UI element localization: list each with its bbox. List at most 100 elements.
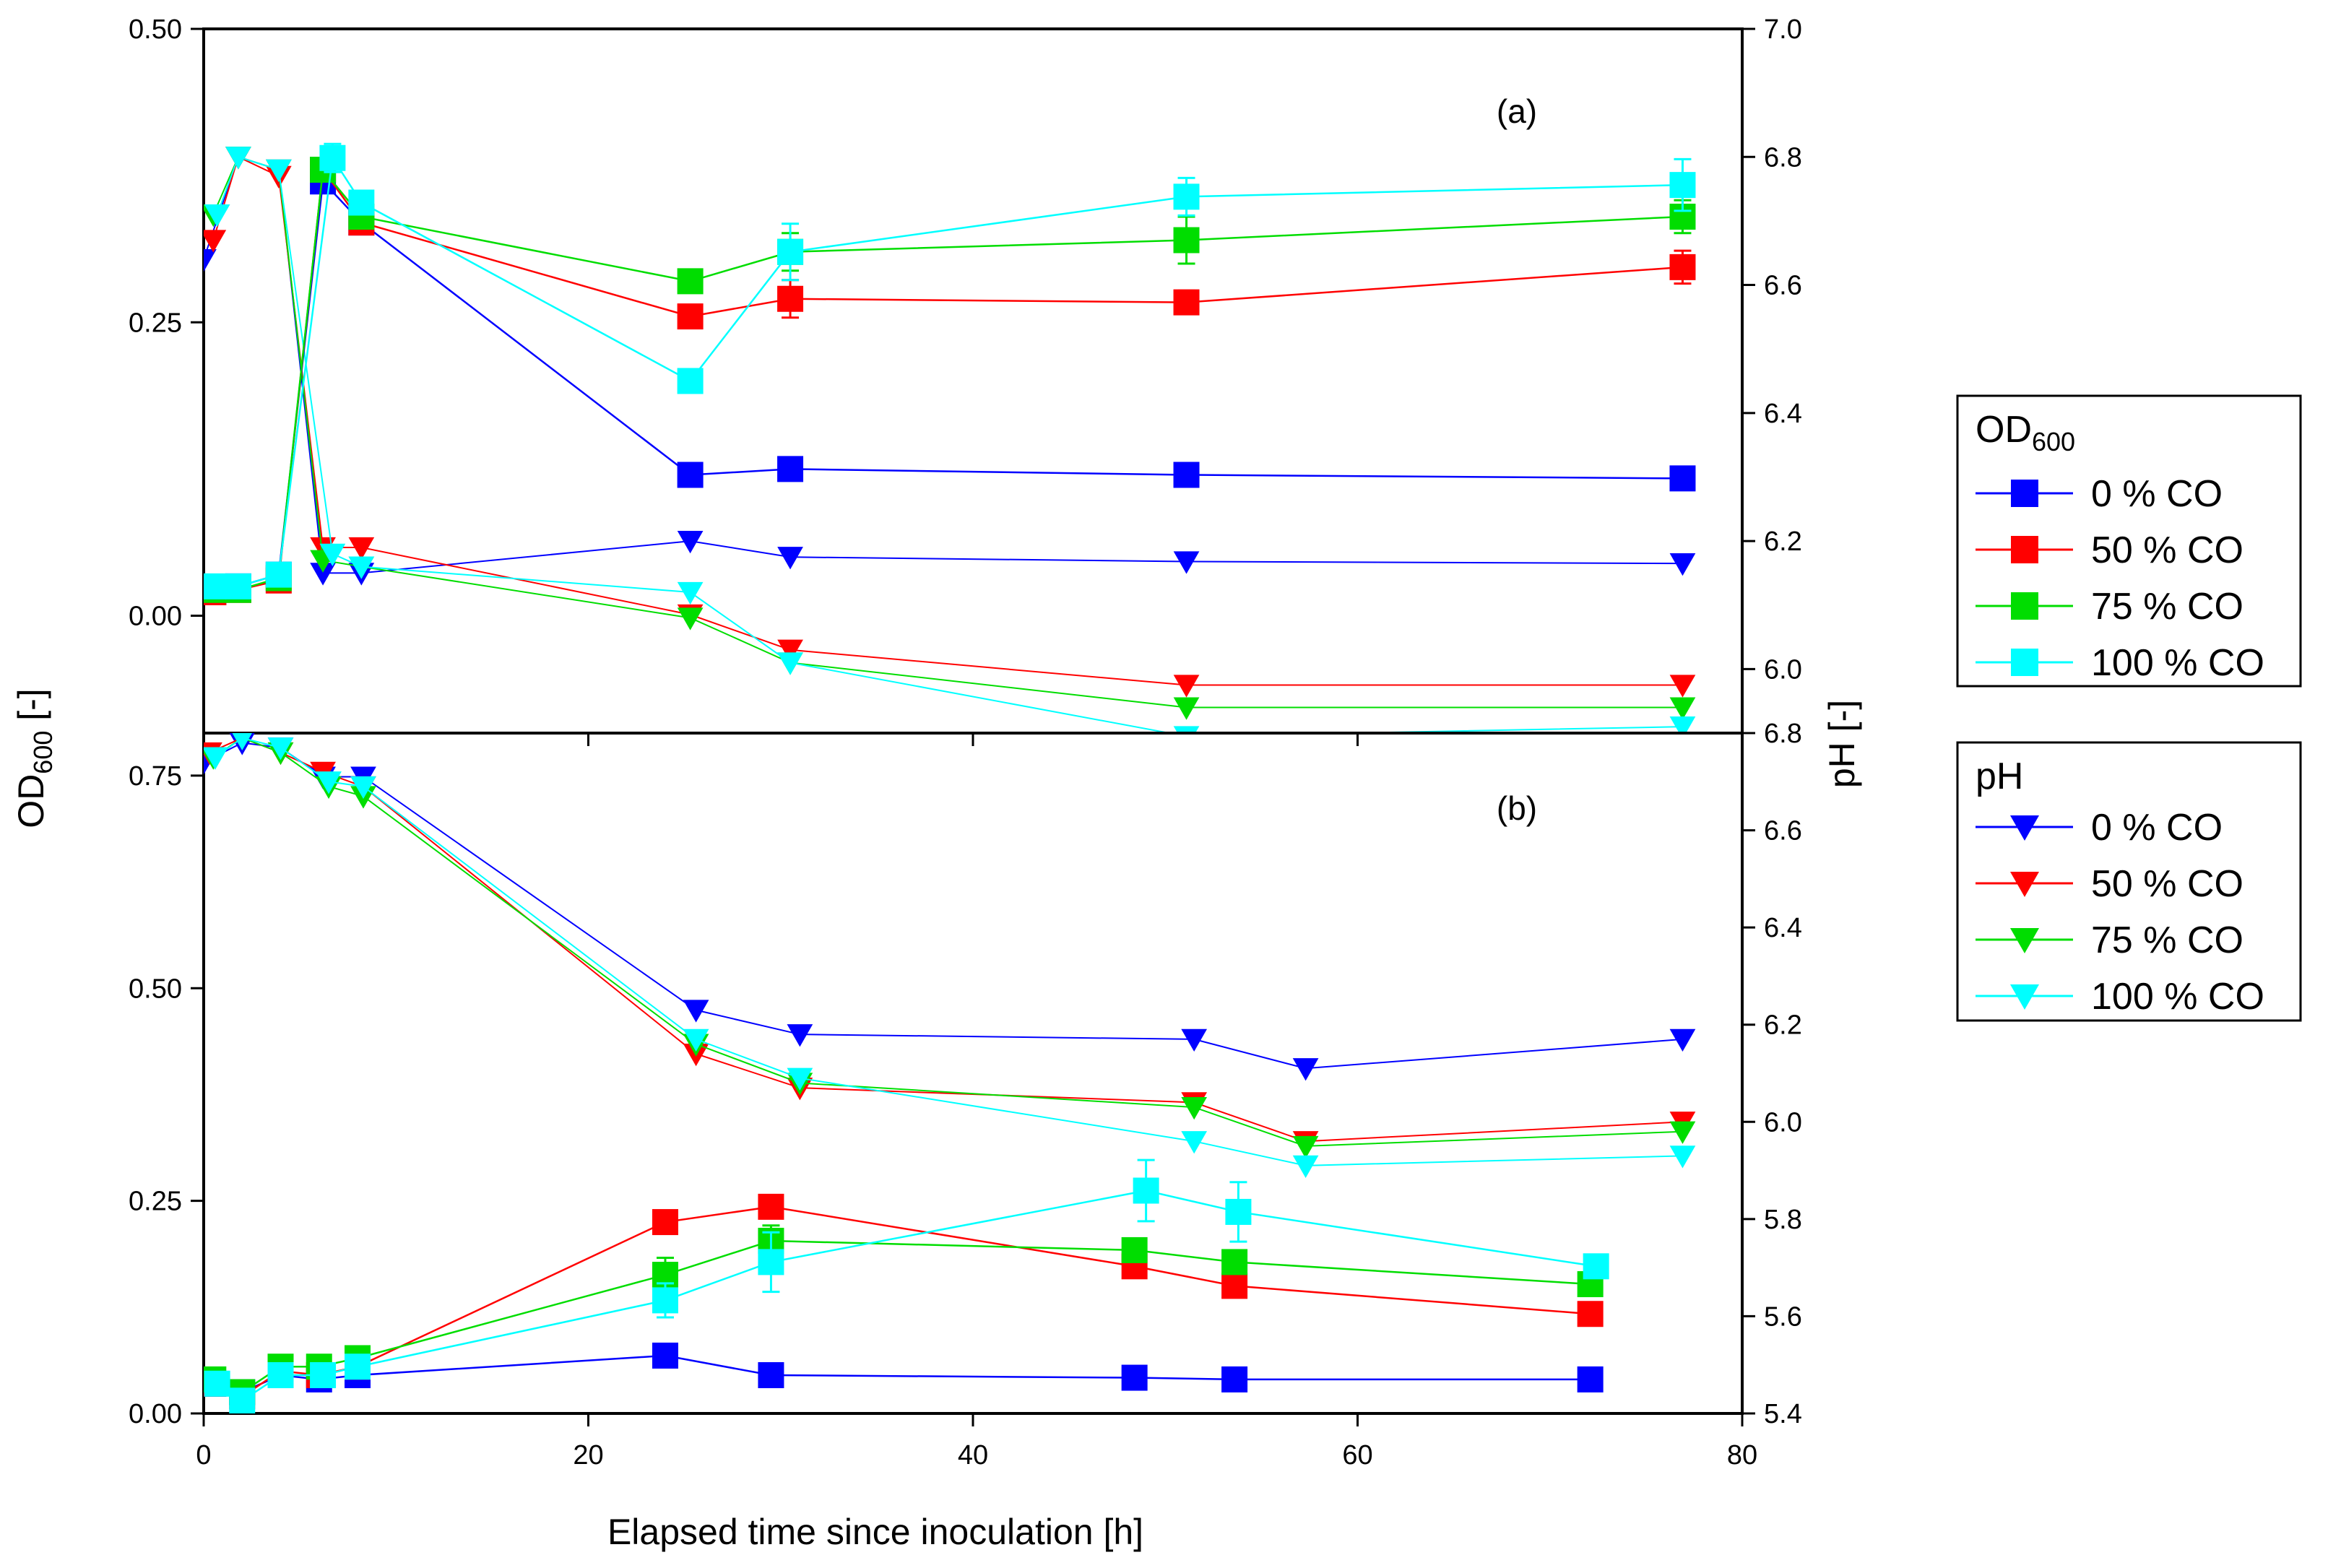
legend-od-label-0-co: 0 % CO <box>2091 473 2223 515</box>
panel-a-od-point-75-co <box>1173 227 1200 254</box>
panel-b-ph-point-100-co <box>1669 1145 1696 1169</box>
legend-ph-label-100-co: 100 % CO <box>2091 976 2264 1018</box>
panel-a-ph-point-0-co <box>677 530 704 554</box>
panel-b-ph-point-100-co <box>1181 1131 1208 1154</box>
x-tick-label: 0 <box>196 1440 211 1470</box>
panel-a-od-point-100-co <box>225 573 251 599</box>
panel-b-od-line-100-co <box>216 1190 1596 1402</box>
panel-b-od-line-75-co <box>212 1239 1591 1393</box>
panel-b-od-point-100-co <box>1225 1198 1252 1225</box>
panel-a-od-tick-label: 0.50 <box>129 14 182 45</box>
panel-a-od-point-0-co <box>677 462 704 488</box>
x-tick-label: 80 <box>1727 1440 1757 1470</box>
panel-a-od-point-100-co <box>677 368 704 394</box>
panel-a-ph-point-0-co <box>204 248 217 272</box>
legend-od-marker-0-co <box>2011 480 2038 507</box>
panel-b-od-point-100-co <box>267 1362 294 1389</box>
panel-a-ph-point-100-co <box>265 159 292 183</box>
legend-ph-marker-75-co <box>2010 928 2039 953</box>
x-tick-label: 60 <box>1342 1440 1372 1470</box>
panel-b-ph-tick-label: 5.4 <box>1764 1399 1802 1429</box>
panel-a-ph-point-75-co <box>677 607 704 631</box>
panel-b-tag: (b) <box>1497 789 1537 827</box>
panel-b-ph-point-100-co <box>1292 1155 1319 1179</box>
panel-a-ph-point-100-co <box>204 204 230 228</box>
panel-a-ph-point-75-co <box>1173 697 1200 720</box>
panel-b-ph-line-50-co <box>209 737 1683 1143</box>
panel-b-ph-point-0-co <box>1181 1028 1208 1052</box>
panel-b-od-point-50-co <box>652 1209 678 1236</box>
panel-a-od-point-100-co <box>1173 183 1200 210</box>
panel-b-ph-point-100-co <box>267 737 294 761</box>
legend-od-title-main: OD <box>1976 409 2032 451</box>
panel-a-ph-tick-label: 6.0 <box>1764 654 1802 685</box>
panel-a-od-point-75-co <box>677 268 704 295</box>
legend-ph: pH 0 % CO 50 % CO 75 % CO 100 % CO <box>1956 741 2302 1022</box>
panel-b-ph-line-100-co <box>215 737 1683 1166</box>
panel-a-ph-line-0-co <box>204 156 1683 574</box>
panel-a: 0.00 0.25 0.50 6.0 6.2 6.4 6.6 6.8 7.0 (a) <box>129 14 1802 746</box>
panel-b-od-point-50-co <box>1221 1273 1248 1299</box>
panel-a-frame <box>202 27 1744 735</box>
panel-a-od-line-75-co <box>213 167 1683 591</box>
right-y-axis-title: pH [-] <box>1822 700 1862 788</box>
panel-a-ph-point-50-co <box>204 230 227 253</box>
panel-a-ph-line-50-co <box>212 155 1683 686</box>
panel-b-od-point-100-co <box>204 1370 230 1397</box>
panel-a-ph-point-100-co <box>225 147 251 170</box>
panel-b-od-point-0-co <box>652 1342 678 1369</box>
panel-a-ph-point-50-co <box>1173 675 1200 698</box>
panel-b-od-point-75-co <box>1221 1249 1248 1275</box>
legend-od-title: OD600 <box>1976 409 2075 456</box>
panel-b-ph-point-100-co <box>683 1028 709 1052</box>
panel-b-ph-point-0-co <box>683 1000 709 1023</box>
legend-od: OD600 0 % CO 50 % CO 75 % CO 100 % CO <box>1956 394 2302 688</box>
panel-a-od-point-50-co <box>677 303 704 330</box>
panel-b-ph-tick-label: 6.8 <box>1764 719 1802 749</box>
panel-a-ph-point-0-co <box>1173 551 1200 574</box>
panel-b-ph-point-100-co <box>350 776 376 800</box>
panel-b-ph-tick-label: 6.2 <box>1764 1010 1802 1041</box>
panel-a-od-line-100-co <box>213 155 1683 588</box>
panel-a-od-point-0-co <box>1173 462 1200 488</box>
legend-od-marker-75-co <box>2011 592 2038 620</box>
panel-a-ph-point-50-co <box>777 639 803 662</box>
panel-a-od-point-100-co <box>777 238 804 265</box>
panel-b-ph-point-75-co <box>1669 1121 1696 1144</box>
panel-b-series <box>204 733 1696 1413</box>
panel-b-ph-point-0-co <box>1292 1058 1319 1081</box>
panel-a-ph-tick-label: 7.0 <box>1764 14 1802 45</box>
panel-b-od-tick-label: 0.75 <box>129 761 182 792</box>
panel-b-ph-point-0-co <box>1669 1028 1696 1052</box>
panel-a-ph-point-75-co <box>1669 697 1696 720</box>
legend-od-marker-50-co <box>2011 536 2038 563</box>
panel-b-od-point-100-co <box>229 1387 256 1413</box>
panel-a-od-point-50-co <box>777 285 804 312</box>
panel-a-od-point-50-co <box>1173 289 1200 316</box>
x-tick-label: 20 <box>573 1440 603 1470</box>
panel-b-ph-tick-label: 6.6 <box>1764 816 1802 846</box>
panel-b-ph-point-0-co <box>787 1024 813 1047</box>
panel-b-ph-point-100-co <box>232 733 252 750</box>
panel-b-ph-point-100-co <box>204 747 228 770</box>
panel-b-ph-point-75-co <box>1181 1097 1208 1120</box>
panel-b-ph-point-75-co <box>1292 1135 1319 1159</box>
panel-a-ph-point-0-co <box>1669 553 1696 576</box>
panel-a-ph-tick-label: 6.2 <box>1764 527 1802 557</box>
panel-b-ph-tick-label: 6.4 <box>1764 913 1802 943</box>
x-tick-label: 40 <box>958 1440 988 1470</box>
panel-b-ph-tick-label: 6.0 <box>1764 1107 1802 1138</box>
panel-a-ph-point-100-co <box>348 556 375 579</box>
panel-b: 0.00 0.25 0.50 0.75 5.4 5.6 5.8 6.0 6.2 6.4 6.6 6.8… <box>129 719 1802 1470</box>
panel-a-od-line-50-co <box>213 167 1683 594</box>
panel-b-od-point-100-co <box>310 1362 337 1389</box>
panel-a-ph-tick-label: 6.6 <box>1764 271 1802 301</box>
left-y-axis-title-tail: [-] <box>11 688 51 730</box>
panel-b-ph-tick-label: 5.6 <box>1764 1301 1802 1332</box>
panel-a-od-point-100-co <box>319 144 346 171</box>
panel-a-ph-point-100-co <box>1173 726 1200 733</box>
legend-ph-marker-0-co <box>2010 815 2039 841</box>
legend-od-title-sub: 600 <box>2032 427 2075 456</box>
panel-b-od-point-50-co <box>1577 1301 1604 1327</box>
legend-od-label-75-co: 75 % CO <box>2091 586 2243 628</box>
